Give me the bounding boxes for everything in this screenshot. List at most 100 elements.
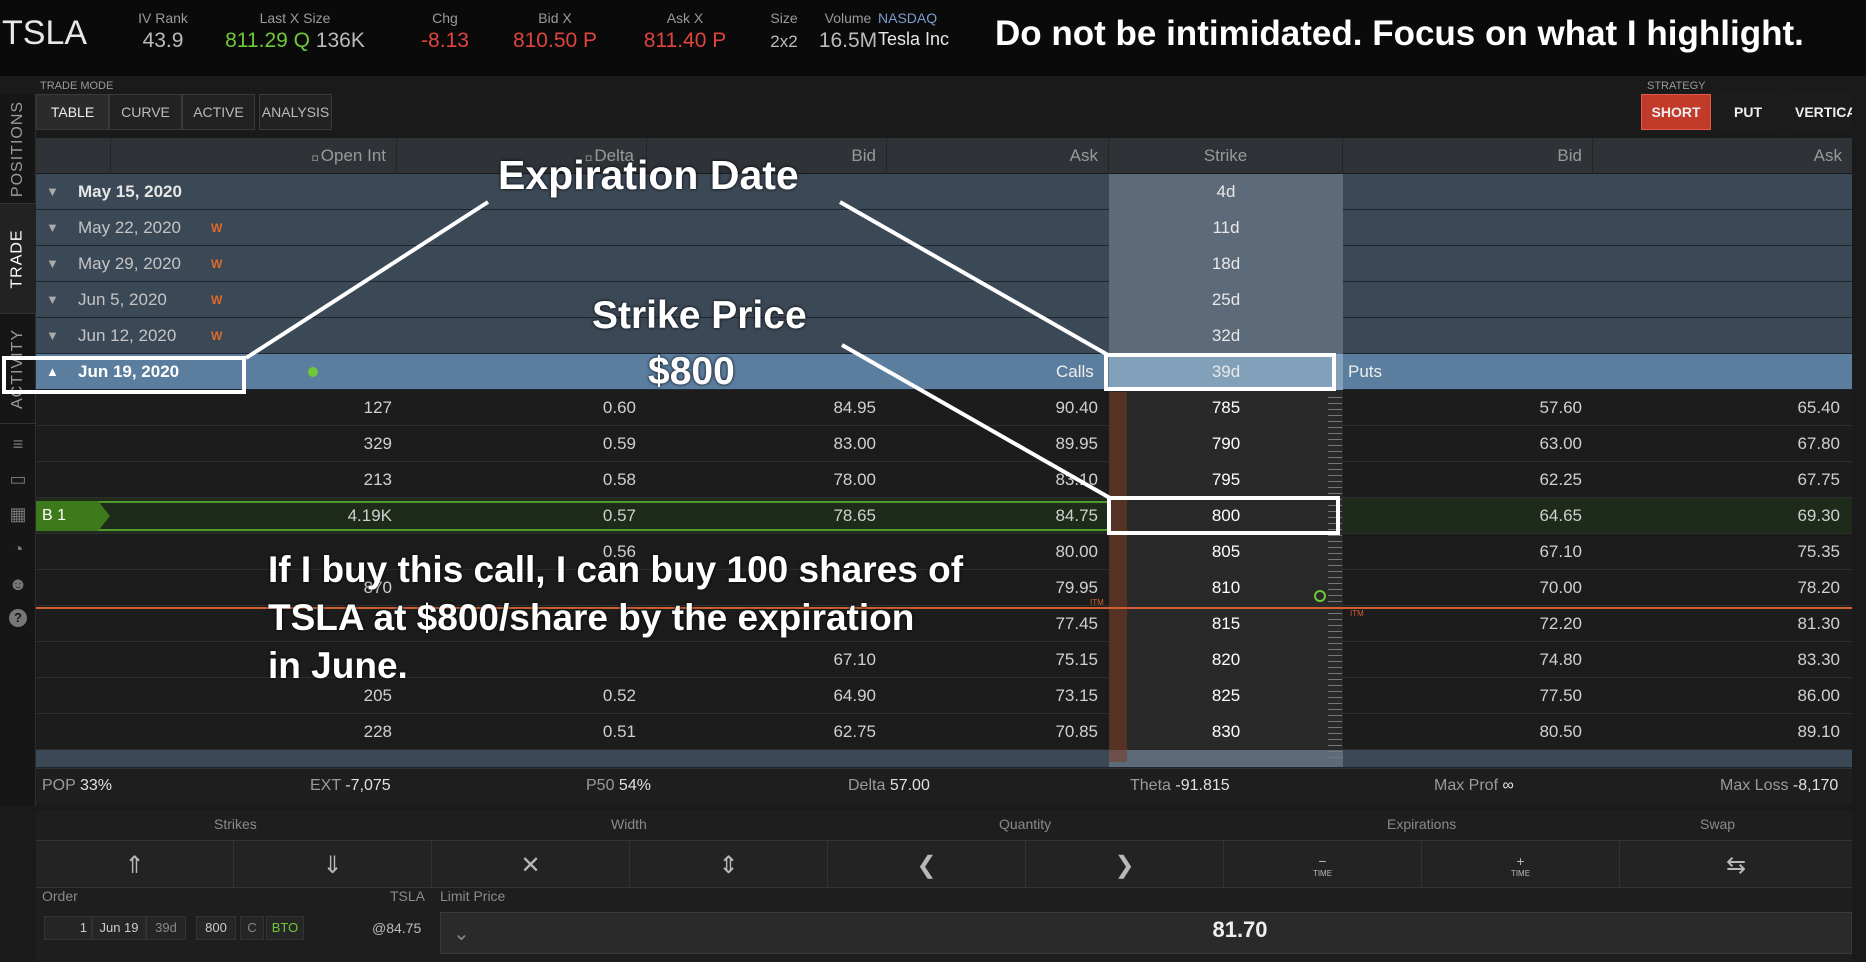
option-row[interactable]: 127 0.60 84.95 90.40 785 57.60 65.40 [36, 390, 1852, 426]
column-strike[interactable]: Strike [1109, 138, 1343, 174]
option-row[interactable]: 870 79.95 810 70.00 78.20 [36, 570, 1852, 606]
put-bid-cell[interactable]: 70.00 [1539, 578, 1582, 597]
option-row-selected[interactable]: B 1 4.19K 0.57 78.65 84.75 800 64.65 69.… [36, 498, 1852, 534]
tab-trade[interactable]: TRADE [0, 204, 36, 314]
ask-cell[interactable]: 80.00 [1055, 542, 1098, 561]
bid-cell[interactable]: 84.95 [833, 398, 876, 417]
put-bid-cell[interactable]: 63.00 [1539, 434, 1582, 453]
ask-cell[interactable]: 73.15 [1055, 686, 1098, 705]
symbol-field[interactable]: TSLA [2, 14, 88, 52]
calendar-icon[interactable]: ▦ [9, 504, 27, 524]
ask-cell[interactable]: 84.75 [1055, 506, 1098, 525]
swap-button[interactable]: ⇆ [1620, 841, 1852, 889]
put-ask-cell[interactable]: 65.40 [1797, 398, 1840, 417]
column-open-int[interactable]: ◘ Open Int [111, 138, 397, 174]
option-row[interactable]: 205 0.52 64.90 73.15 825 77.50 86.00 [36, 678, 1852, 714]
put-bid-cell[interactable]: 77.50 [1539, 686, 1582, 705]
put-ask-cell[interactable]: 89.10 [1797, 722, 1840, 741]
vertical-button[interactable]: VERTICA [1785, 94, 1852, 130]
people-icon[interactable]: ☻ [8, 574, 28, 594]
option-row[interactable]: 67.10 75.15 820 74.80 83.30 [36, 642, 1852, 678]
chevron-down-icon[interactable]: ▼ [46, 184, 59, 199]
expiration-row[interactable]: ▼ May 22, 2020 W 11d [36, 210, 1852, 246]
chevron-down-icon[interactable]: ⌄ [453, 923, 470, 945]
expiration-row[interactable]: ▼ Jun 12, 2020 W 32d [36, 318, 1852, 354]
chevron-down-icon[interactable]: ▼ [46, 328, 59, 343]
list-icon[interactable]: ≡ [12, 434, 24, 454]
bid-cell[interactable]: 78.65 [833, 506, 876, 525]
time-plus-button[interactable]: + TIME [1422, 841, 1620, 889]
ask-cell[interactable]: 90.40 [1055, 398, 1098, 417]
put-ask-cell[interactable]: 81.30 [1797, 614, 1840, 633]
order-expiration[interactable]: Jun 19 [92, 916, 146, 940]
time-minus-button[interactable]: − TIME [1224, 841, 1422, 889]
put-bid-cell[interactable]: 72.20 [1539, 614, 1582, 633]
strikes-down-button[interactable]: ⇓ [234, 841, 432, 889]
put-ask-cell[interactable]: 67.75 [1797, 470, 1840, 489]
order-marker[interactable]: B 1 [36, 501, 98, 531]
expiration-row[interactable]: ▼ May 29, 2020 W 18d [36, 246, 1852, 282]
put-bid-cell[interactable]: 64.65 [1539, 506, 1582, 525]
strikes-up-button[interactable]: ⇑ [36, 841, 234, 889]
help-icon[interactable]: ? [9, 609, 27, 627]
tab-curve[interactable]: CURVE [109, 94, 182, 130]
bid-cell[interactable]: 62.75 [833, 722, 876, 741]
bid-cell[interactable]: 78.00 [833, 470, 876, 489]
column-ask[interactable]: Ask [887, 138, 1109, 174]
order-action[interactable]: BTO [266, 916, 304, 940]
put-bid-cell[interactable]: 62.25 [1539, 470, 1582, 489]
ask-cell[interactable]: 77.45 [1055, 614, 1098, 633]
tab-positions[interactable]: POSITIONS [0, 94, 36, 204]
chevron-down-icon[interactable]: ▼ [46, 256, 59, 271]
column-put-ask[interactable]: Ask [1593, 138, 1852, 174]
short-button[interactable]: SHORT [1641, 94, 1711, 130]
ask-cell[interactable]: 89.95 [1055, 434, 1098, 453]
bid-cell[interactable]: 83.00 [833, 434, 876, 453]
order-type[interactable]: C [240, 916, 264, 940]
put-bid-cell[interactable]: 74.80 [1539, 650, 1582, 669]
quantity-decrease-button[interactable]: ❮ [828, 841, 1026, 889]
chevron-down-icon[interactable]: ▼ [46, 292, 59, 307]
option-row[interactable]: 228 0.51 62.75 70.85 830 80.50 89.10 [36, 714, 1852, 750]
bid-cell[interactable]: 67.10 [833, 650, 876, 669]
chevron-up-icon[interactable]: ▲ [46, 364, 59, 379]
bid-cell[interactable]: 64.90 [833, 686, 876, 705]
tv-icon[interactable]: ▭ [9, 469, 27, 489]
width-widen-button[interactable]: ⇕ [630, 841, 828, 889]
tab-activity[interactable]: ACTIVITY [0, 314, 36, 424]
chevron-down-icon[interactable]: ▼ [46, 220, 59, 235]
width-narrow-button[interactable]: ✕ [432, 841, 630, 889]
tab-active[interactable]: ACTIVE [182, 94, 255, 130]
option-row[interactable]: 329 0.59 83.00 89.95 790 63.00 67.80 [36, 426, 1852, 462]
tab-table[interactable]: TABLE [36, 94, 109, 130]
option-row[interactable]: 0.56 80.00 805 67.10 75.35 [36, 534, 1852, 570]
put-bid-cell[interactable]: 57.60 [1539, 398, 1582, 417]
put-ask-cell[interactable]: 69.30 [1797, 506, 1840, 525]
column-put-bid[interactable]: Bid [1343, 138, 1593, 174]
put-bid-cell[interactable]: 67.10 [1539, 542, 1582, 561]
put-ask-cell[interactable]: 75.35 [1797, 542, 1840, 561]
option-row[interactable]: 77.45 815 72.20 81.30 [36, 606, 1852, 642]
ask-cell[interactable]: 70.85 [1055, 722, 1098, 741]
column-delta[interactable]: ◘ Delta [397, 138, 647, 174]
option-row[interactable]: 213 0.58 78.00 83.10 795 62.25 67.75 [36, 462, 1852, 498]
expiration-row-partial[interactable] [36, 750, 1852, 768]
order-quantity[interactable]: 1 [44, 916, 92, 940]
put-button[interactable]: PUT [1713, 94, 1783, 130]
expiration-row[interactable]: ▼ May 15, 2020 4d [36, 174, 1852, 210]
tab-analysis[interactable]: ANALYSIS [259, 94, 332, 130]
ask-cell[interactable]: 79.95 [1055, 578, 1098, 597]
ask-cell[interactable]: 75.15 [1055, 650, 1098, 669]
limit-price-field[interactable]: ⌄ [440, 912, 1852, 954]
put-ask-cell[interactable]: 67.80 [1797, 434, 1840, 453]
column-bid[interactable]: Bid [647, 138, 887, 174]
expiration-row-selected[interactable]: ▲ Jun 19, 2020 Calls 39d Puts [36, 354, 1852, 390]
limit-price-value[interactable]: 81.70 [1212, 917, 1268, 942]
put-ask-cell[interactable]: 78.20 [1797, 578, 1840, 597]
put-ask-cell[interactable]: 83.30 [1797, 650, 1840, 669]
order-strike[interactable]: 800 [196, 916, 236, 940]
quantity-increase-button[interactable]: ❯ [1026, 841, 1224, 889]
put-bid-cell[interactable]: 80.50 [1539, 722, 1582, 741]
put-ask-cell[interactable]: 86.00 [1797, 686, 1840, 705]
gauge-icon[interactable]: ◔ [12, 539, 24, 559]
